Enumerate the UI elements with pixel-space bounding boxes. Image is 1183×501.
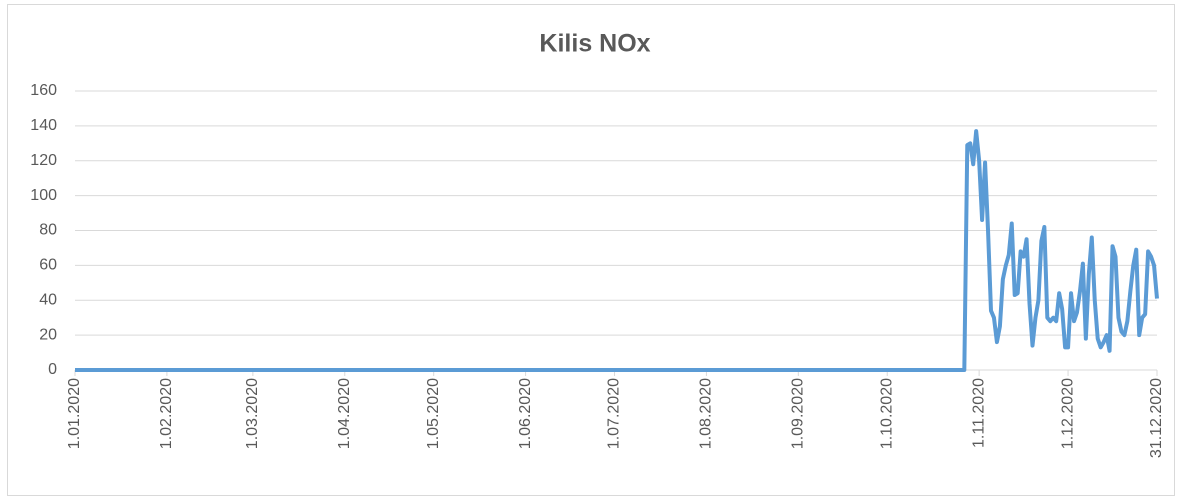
y-tick-label: 80 xyxy=(39,222,57,239)
x-tick-label: 1.08.2020 xyxy=(698,378,715,449)
x-tick-label: 1.05.2020 xyxy=(425,378,442,449)
y-tick-label: 120 xyxy=(30,152,57,169)
y-tick-label: 0 xyxy=(48,361,57,378)
x-tick-label: 1.04.2020 xyxy=(336,378,353,449)
chart-frame xyxy=(7,4,1175,496)
y-tick-label: 160 xyxy=(30,82,57,99)
y-tick-label: 20 xyxy=(39,326,57,343)
x-tick-label: 1.07.2020 xyxy=(606,378,623,449)
y-tick-label: 60 xyxy=(39,257,57,274)
x-tick-label: 1.03.2020 xyxy=(244,378,261,449)
x-tick-label: 1.10.2020 xyxy=(878,378,895,449)
y-tick-label: 100 xyxy=(30,187,57,204)
x-tick-label: 1.11.2020 xyxy=(970,378,987,448)
y-tick-label: 40 xyxy=(39,291,57,308)
y-tick-label: 140 xyxy=(30,117,57,134)
x-tick-label: 1.06.2020 xyxy=(517,378,534,449)
x-tick-label: 1.12.2020 xyxy=(1059,378,1076,449)
x-tick-label: 1.02.2020 xyxy=(158,378,175,449)
x-tick-label: 31.12.2020 xyxy=(1148,378,1165,458)
data-line xyxy=(75,129,1159,372)
x-tick-label: 1.09.2020 xyxy=(790,378,807,449)
x-tick-label: 1.01.2020 xyxy=(66,378,83,449)
chart-title: Kilis NOx xyxy=(539,30,650,58)
